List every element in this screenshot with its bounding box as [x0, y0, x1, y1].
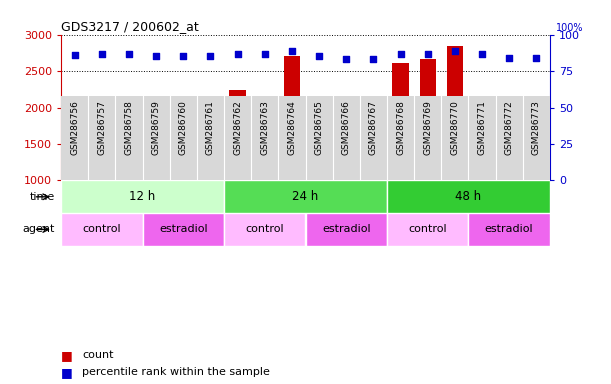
Polygon shape [142, 96, 170, 180]
Point [532, 55, 541, 61]
Text: GDS3217 / 200602_at: GDS3217 / 200602_at [61, 20, 199, 33]
Bar [501, 161, 518, 180]
Point [368, 56, 378, 63]
Polygon shape [387, 96, 414, 180]
Text: agent: agent [23, 224, 55, 235]
Text: 48 h: 48 h [455, 190, 481, 203]
Polygon shape [61, 96, 88, 180]
Text: GSM286770: GSM286770 [450, 100, 459, 155]
Polygon shape [115, 96, 142, 180]
Bar [257, 101, 273, 180]
Bar [61, 180, 224, 213]
Text: GSM286768: GSM286768 [396, 100, 405, 155]
Polygon shape [414, 96, 441, 180]
Text: GSM286773: GSM286773 [532, 100, 541, 155]
Bar [61, 213, 142, 246]
Bar [142, 213, 224, 246]
Point [97, 50, 107, 56]
Point [287, 48, 297, 54]
Polygon shape [170, 96, 197, 180]
Bar [224, 213, 306, 246]
Polygon shape [469, 96, 496, 180]
Bar [306, 213, 387, 246]
Polygon shape [224, 96, 251, 180]
Bar [469, 213, 550, 246]
Bar [420, 60, 436, 180]
Bar [387, 180, 550, 213]
Bar [387, 213, 469, 246]
Polygon shape [360, 96, 387, 180]
Text: GSM286759: GSM286759 [152, 100, 161, 155]
Text: GSM286757: GSM286757 [97, 100, 106, 155]
Text: ■: ■ [61, 366, 73, 379]
Polygon shape [306, 96, 332, 180]
Point [70, 52, 79, 58]
Point [260, 50, 269, 56]
Bar [67, 122, 83, 180]
Bar [365, 148, 381, 180]
Text: 12 h: 12 h [130, 190, 156, 203]
Text: GSM286763: GSM286763 [260, 100, 269, 155]
Text: GSM286760: GSM286760 [179, 100, 188, 155]
Text: count: count [82, 350, 114, 360]
Polygon shape [523, 96, 550, 180]
Bar [528, 161, 544, 180]
Polygon shape [332, 96, 360, 180]
Bar [224, 180, 387, 213]
Point [124, 50, 134, 56]
Point [314, 53, 324, 60]
Text: control: control [246, 224, 284, 235]
Point [233, 50, 243, 56]
Polygon shape [197, 96, 224, 180]
Point [342, 56, 351, 63]
Text: estradiol: estradiol [159, 224, 208, 235]
Point [450, 48, 459, 54]
Bar [202, 116, 219, 180]
Point [178, 53, 188, 60]
Bar [121, 96, 137, 180]
Bar [311, 133, 327, 180]
Point [396, 50, 406, 56]
Point [152, 53, 161, 60]
Text: GSM286765: GSM286765 [315, 100, 324, 155]
Text: 100%: 100% [556, 23, 584, 33]
Bar [93, 100, 110, 180]
Text: GSM286767: GSM286767 [369, 100, 378, 155]
Text: GSM286772: GSM286772 [505, 100, 514, 155]
Point [504, 55, 514, 61]
Text: GSM286762: GSM286762 [233, 100, 242, 155]
Point [205, 53, 215, 60]
Text: estradiol: estradiol [322, 224, 370, 235]
Text: ■: ■ [61, 349, 73, 362]
Polygon shape [441, 96, 469, 180]
Text: percentile rank within the sample: percentile rank within the sample [82, 367, 270, 377]
Text: GSM286764: GSM286764 [287, 100, 296, 155]
Polygon shape [279, 96, 306, 180]
Text: GSM286771: GSM286771 [478, 100, 486, 155]
Bar [474, 134, 490, 180]
Text: GSM286758: GSM286758 [125, 100, 133, 155]
Bar [148, 114, 164, 180]
Text: control: control [408, 224, 447, 235]
Bar [284, 56, 300, 180]
Text: control: control [82, 224, 121, 235]
Text: GSM286761: GSM286761 [206, 100, 215, 155]
Polygon shape [496, 96, 523, 180]
Text: GSM286756: GSM286756 [70, 100, 79, 155]
Bar [447, 46, 463, 180]
Point [477, 50, 487, 56]
Bar [175, 115, 191, 180]
Bar [230, 90, 246, 180]
Text: estradiol: estradiol [485, 224, 533, 235]
Text: GSM286769: GSM286769 [423, 100, 432, 155]
Bar [392, 63, 409, 180]
Text: 24 h: 24 h [293, 190, 318, 203]
Point [423, 50, 433, 56]
Polygon shape [251, 96, 279, 180]
Bar [338, 147, 354, 180]
Text: GSM286766: GSM286766 [342, 100, 351, 155]
Polygon shape [88, 96, 115, 180]
Text: time: time [30, 192, 55, 202]
